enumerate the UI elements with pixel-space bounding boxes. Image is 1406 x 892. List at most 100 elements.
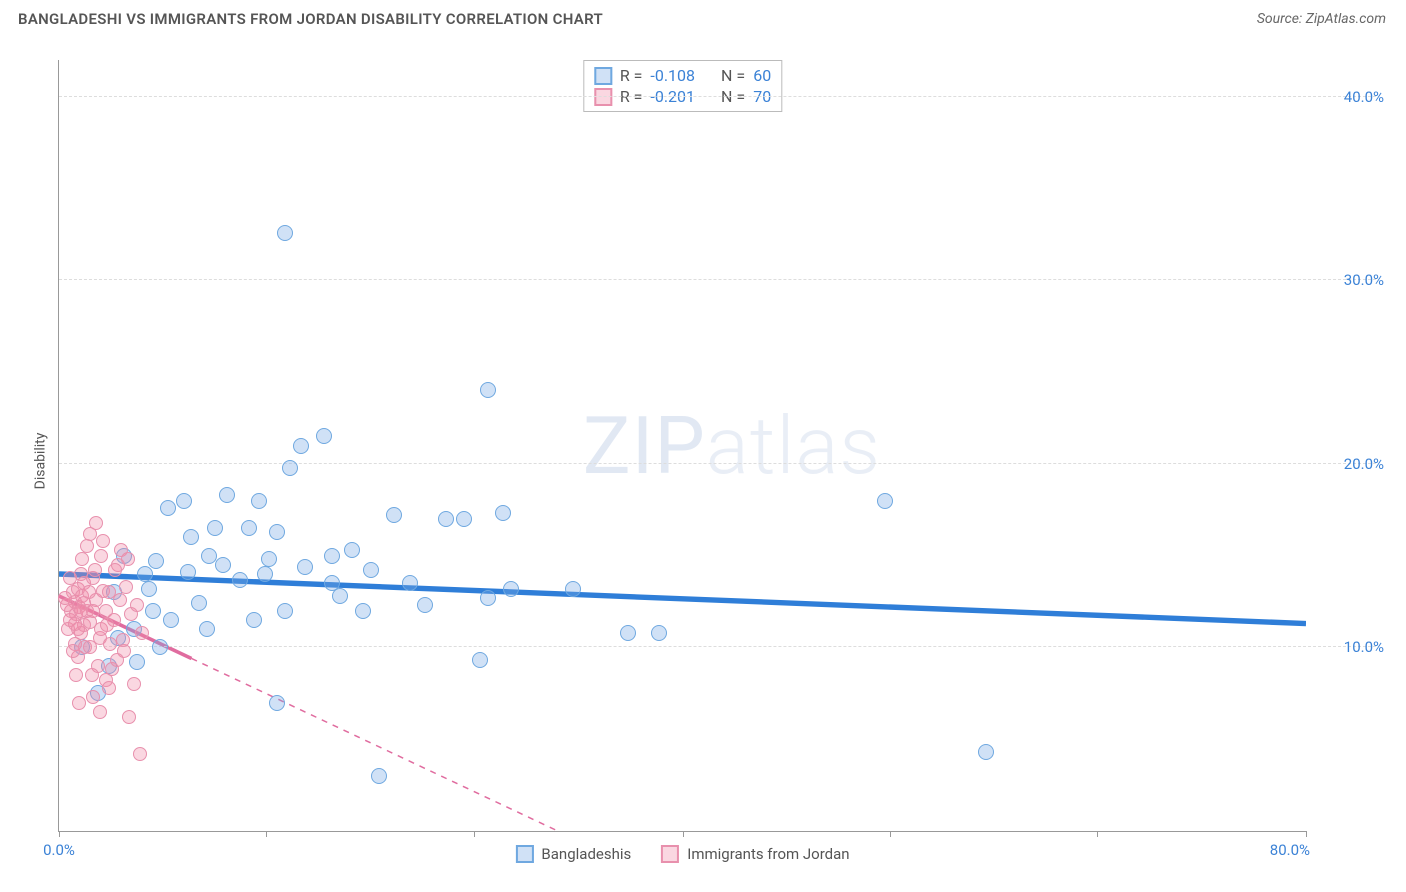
data-point bbox=[180, 564, 196, 580]
y-tick-label: 30.0% bbox=[1344, 271, 1384, 289]
data-point bbox=[438, 511, 454, 527]
data-point bbox=[163, 612, 179, 628]
legend-swatch bbox=[594, 67, 612, 85]
data-point bbox=[371, 768, 387, 784]
data-point bbox=[495, 505, 511, 521]
data-point bbox=[94, 549, 108, 563]
data-point bbox=[363, 562, 379, 578]
data-point bbox=[402, 575, 418, 591]
data-point bbox=[133, 747, 147, 761]
data-point bbox=[261, 551, 277, 567]
data-point bbox=[160, 500, 176, 516]
data-point bbox=[324, 548, 340, 564]
data-point bbox=[246, 612, 262, 628]
x-tick bbox=[266, 831, 267, 837]
data-point bbox=[122, 710, 136, 724]
data-point bbox=[63, 571, 77, 585]
data-point bbox=[620, 625, 636, 641]
data-point bbox=[344, 542, 360, 558]
data-point bbox=[257, 566, 273, 582]
data-point bbox=[355, 603, 371, 619]
data-point bbox=[417, 597, 433, 613]
data-point bbox=[116, 633, 130, 647]
data-point bbox=[207, 520, 223, 536]
series-legend: BangladeshisImmigrants from Jordan bbox=[515, 845, 849, 863]
data-point bbox=[75, 552, 89, 566]
gridline bbox=[59, 646, 1376, 647]
legend-swatch bbox=[661, 845, 679, 863]
data-point bbox=[293, 438, 309, 454]
data-point bbox=[113, 593, 127, 607]
data-point bbox=[72, 696, 86, 710]
data-point bbox=[69, 668, 83, 682]
data-point bbox=[141, 581, 157, 597]
watermark: ZIPatlas bbox=[583, 399, 881, 493]
data-point bbox=[83, 640, 97, 654]
chart-title: BANGLADESHI VS IMMIGRANTS FROM JORDAN DI… bbox=[18, 10, 603, 28]
data-point bbox=[232, 572, 248, 588]
data-point bbox=[297, 559, 313, 575]
y-tick-label: 10.0% bbox=[1344, 638, 1384, 656]
data-point bbox=[176, 493, 192, 509]
data-point bbox=[183, 529, 199, 545]
data-point bbox=[129, 654, 145, 670]
data-point bbox=[127, 677, 141, 691]
data-point bbox=[85, 668, 99, 682]
data-point bbox=[119, 580, 133, 594]
y-axis-label: Disability bbox=[32, 433, 48, 490]
data-point bbox=[386, 507, 402, 523]
data-point bbox=[80, 539, 94, 553]
data-point bbox=[96, 534, 110, 548]
data-point bbox=[89, 516, 103, 530]
n-label: N = bbox=[721, 66, 745, 85]
data-point bbox=[121, 552, 135, 566]
data-point bbox=[110, 653, 124, 667]
chart-container: Disability ZIPatlas R = -0.108 N = 60R = … bbox=[18, 40, 1396, 882]
data-point bbox=[978, 744, 994, 760]
n-value: 60 bbox=[753, 66, 771, 85]
r-label: R = bbox=[620, 66, 643, 85]
data-point bbox=[503, 581, 519, 597]
data-point bbox=[251, 493, 267, 509]
legend-label: Immigrants from Jordan bbox=[687, 845, 849, 863]
x-tick-label: 0.0% bbox=[43, 841, 75, 859]
data-point bbox=[277, 603, 293, 619]
data-point bbox=[145, 603, 161, 619]
data-point bbox=[130, 598, 144, 612]
data-point bbox=[215, 557, 231, 573]
data-point bbox=[332, 588, 348, 604]
y-tick-label: 40.0% bbox=[1344, 88, 1384, 106]
data-point bbox=[86, 604, 100, 618]
data-point bbox=[100, 618, 114, 632]
x-tick-label: 80.0% bbox=[1270, 841, 1310, 859]
stats-legend-row: R = -0.108 N = 60 bbox=[594, 65, 771, 86]
data-point bbox=[877, 493, 893, 509]
x-tick bbox=[890, 831, 891, 837]
data-point bbox=[651, 625, 667, 641]
legend-item: Immigrants from Jordan bbox=[661, 845, 849, 863]
data-point bbox=[316, 428, 332, 444]
source-attribution: Source: ZipAtlas.com bbox=[1257, 11, 1386, 27]
x-tick bbox=[1097, 831, 1098, 837]
stats-legend: R = -0.108N = 60R = -0.201N = 70 bbox=[583, 60, 782, 112]
r-value: -0.108 bbox=[650, 66, 695, 85]
data-point bbox=[99, 604, 113, 618]
data-point bbox=[269, 524, 285, 540]
data-point bbox=[108, 563, 122, 577]
data-point bbox=[191, 595, 207, 611]
data-point bbox=[68, 617, 82, 631]
legend-swatch bbox=[515, 845, 533, 863]
data-point bbox=[135, 626, 149, 640]
data-point bbox=[88, 563, 102, 577]
plot-area: ZIPatlas R = -0.108N = 60R = -0.201N = 7… bbox=[58, 60, 1306, 832]
data-point bbox=[480, 590, 496, 606]
data-point bbox=[565, 581, 581, 597]
data-point bbox=[86, 690, 100, 704]
data-point bbox=[219, 487, 235, 503]
data-point bbox=[102, 681, 116, 695]
data-point bbox=[137, 566, 153, 582]
x-tick bbox=[1306, 831, 1307, 837]
data-point bbox=[282, 460, 298, 476]
data-point bbox=[480, 382, 496, 398]
data-point bbox=[152, 639, 168, 655]
